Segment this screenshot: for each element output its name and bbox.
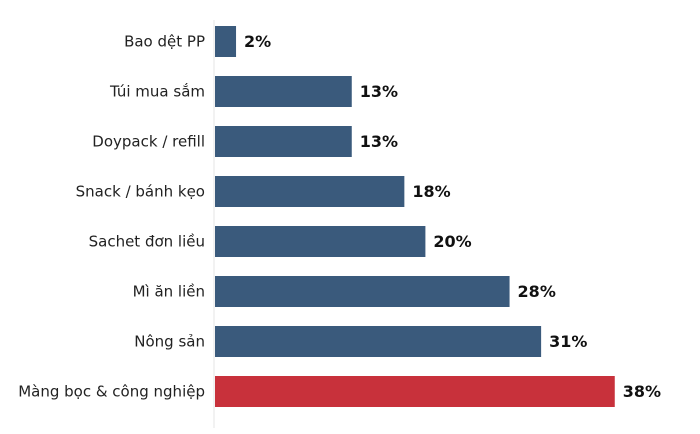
bar (215, 126, 352, 157)
value-label: 13% (360, 132, 398, 151)
category-label: Bao dệt PP (124, 33, 205, 51)
category-label: Nông sản (134, 333, 205, 351)
value-label: 31% (549, 332, 587, 351)
category-label: Snack / bánh kẹo (76, 183, 205, 201)
category-label: Mì ăn liền (133, 283, 205, 301)
bar (215, 176, 405, 207)
category-label: Sachet đơn liều (89, 233, 205, 251)
category-label: Doypack / refill (92, 133, 205, 151)
bar (215, 76, 352, 107)
value-label: 38% (623, 382, 661, 401)
value-label: 18% (412, 182, 450, 201)
bar (215, 276, 510, 307)
bar (215, 26, 237, 57)
category-label: Màng bọc & công nghiệp (18, 383, 205, 401)
bar (215, 376, 615, 407)
bar (215, 226, 426, 257)
value-label: 13% (360, 82, 398, 101)
bar (215, 326, 542, 357)
bars-group: Bao dệt PP 2% Túi mua sắm 13% Doypack / refi… (18, 26, 661, 407)
value-label: 2% (244, 32, 271, 51)
value-label: 28% (518, 282, 556, 301)
category-label: Túi mua sắm (109, 83, 205, 101)
value-label: 20% (433, 232, 471, 251)
